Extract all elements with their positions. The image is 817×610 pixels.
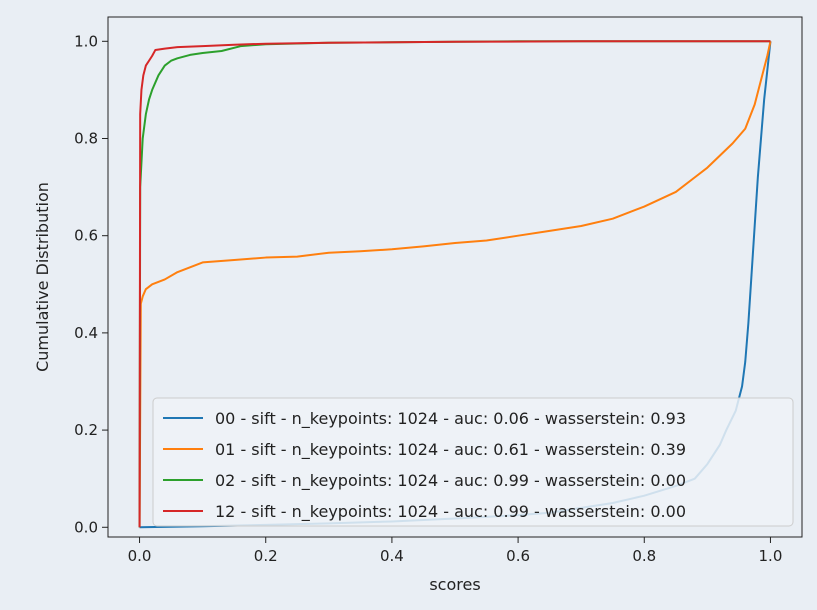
- x-tick-label: 0.8: [632, 547, 656, 565]
- x-tick-label: 0.6: [506, 547, 530, 565]
- x-axis-label: scores: [429, 575, 480, 594]
- legend-box: [152, 397, 794, 527]
- y-axis-label: Cumulative Distribution: [33, 182, 52, 372]
- series-line-1: [138, 41, 772, 528]
- y-tick-label: 0.6: [74, 227, 98, 245]
- y-tick-label: 0.0: [74, 518, 98, 536]
- legend: 00 - sift - n_keypoints: 1024 - auc: 0.0…: [152, 397, 794, 527]
- y-tick-label: 0.4: [74, 324, 98, 342]
- x-tick-label: 0.2: [254, 547, 278, 565]
- y-tick-label: 0.2: [74, 421, 98, 439]
- legend-label-0: 00 - sift - n_keypoints: 1024 - auc: 0.0…: [215, 409, 686, 429]
- y-axis-ticks: 0.0 0.2 0.4 0.6 0.8 1.0: [74, 32, 108, 536]
- legend-label-3: 12 - sift - n_keypoints: 1024 - auc: 0.9…: [215, 502, 686, 522]
- x-tick-label: 0.4: [380, 547, 404, 565]
- y-tick-label: 0.8: [74, 129, 98, 147]
- x-axis-ticks: 0.0 0.2 0.4 0.6 0.8 1.0: [128, 537, 783, 565]
- legend-label-2: 02 - sift - n_keypoints: 1024 - auc: 0.9…: [215, 471, 686, 491]
- series-line-3: [138, 40, 771, 528]
- x-tick-label: 1.0: [759, 547, 783, 565]
- x-tick-label: 0.0: [128, 547, 152, 565]
- legend-label-1: 01 - sift - n_keypoints: 1024 - auc: 0.6…: [215, 440, 686, 460]
- y-tick-label: 1.0: [74, 32, 98, 50]
